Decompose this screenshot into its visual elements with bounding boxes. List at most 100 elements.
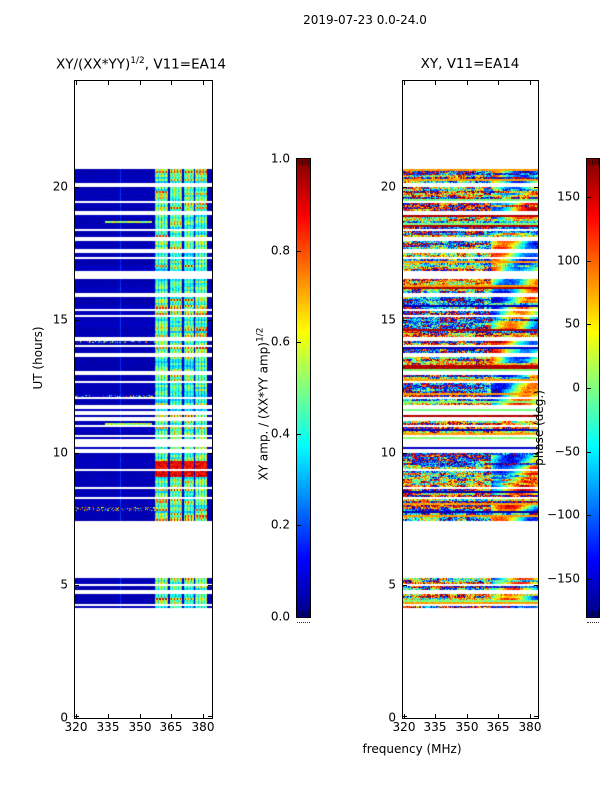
x-tick-label: 335 [96, 720, 120, 734]
y-tick-label: 0 [388, 710, 396, 725]
right-heatmap-panel [402, 80, 539, 719]
y-tick [208, 320, 212, 321]
colorbar-tick [587, 197, 591, 198]
colorbar-tick [587, 515, 591, 516]
x-tick [108, 714, 109, 718]
left-panel-title-sup: 1/2 [130, 56, 145, 66]
colorbar-tick-label: 150 [557, 189, 580, 204]
y-tick-label: 0 [60, 710, 68, 725]
x-tick-label: 380 [191, 720, 215, 734]
x-tick [140, 81, 141, 85]
left-colorbar-underflow-marks [297, 622, 310, 623]
left-heatmap-canvas [75, 81, 212, 718]
y-tick [403, 453, 407, 454]
x-tick-label: 380 [518, 720, 542, 734]
x-tick [467, 714, 468, 718]
x-tick-label: 350 [128, 720, 152, 734]
y-tick [75, 187, 79, 188]
colorbar-tick [587, 579, 591, 580]
colorbar-tick-label: 0.6 [270, 334, 290, 349]
ut-axis-label: UT (hours) [31, 326, 45, 390]
left-colorbar-label-pre: XY amp. / (XX*YY amp) [256, 342, 271, 481]
x-tick-label: 350 [455, 720, 479, 734]
y-tick [208, 716, 212, 717]
colorbar-tick [587, 261, 591, 262]
left-colorbar [296, 158, 311, 618]
x-tick [203, 714, 204, 718]
x-tick [530, 714, 531, 718]
right-colorbar-canvas [587, 159, 599, 617]
y-tick-label: 15 [52, 312, 68, 327]
left-panel-title-post: , V11=EA14 [144, 56, 227, 73]
x-tick-label: 365 [159, 720, 183, 734]
right-heatmap-canvas [403, 81, 538, 718]
right-colorbar [586, 158, 600, 618]
colorbar-tick [297, 434, 301, 435]
colorbar-tick [587, 388, 591, 389]
x-tick-label: 335 [423, 720, 447, 734]
figure-title: 2019-07-23 0.0-24.0 [303, 13, 427, 27]
y-tick [534, 320, 538, 321]
left-heatmap-panel [74, 80, 213, 719]
colorbar-tick-label: 0 [572, 380, 580, 395]
colorbar-tick [587, 452, 591, 453]
y-tick [403, 187, 407, 188]
y-tick [534, 187, 538, 188]
colorbar-tick-label: 0.4 [270, 426, 290, 441]
frequency-axis-label: frequency (MHz) [362, 742, 462, 756]
colorbar-tick-label: −100 [547, 507, 580, 522]
colorbar-tick-label: 100 [557, 253, 580, 268]
y-tick-label: 5 [60, 577, 68, 592]
colorbar-tick [587, 324, 591, 325]
colorbar-tick-label: 0.2 [270, 517, 290, 532]
y-tick [208, 585, 212, 586]
y-tick [403, 585, 407, 586]
colorbar-tick-label: 0.0 [270, 609, 290, 624]
left-colorbar-label: XY amp. / (XX*YY amp)1/2 [256, 328, 271, 481]
colorbar-tick-label: 1.0 [270, 151, 290, 166]
y-tick [75, 453, 79, 454]
colorbar-tick [297, 525, 301, 526]
y-tick [534, 716, 538, 717]
y-tick [75, 716, 79, 717]
right-colorbar-underflow-marks [587, 622, 599, 623]
y-tick [403, 716, 407, 717]
right-panel-title-pre: XY, V11=EA14 [420, 56, 520, 72]
colorbar-tick-label: 50 [564, 316, 580, 331]
x-tick-label: 320 [64, 720, 88, 734]
colorbar-tick [297, 251, 301, 252]
y-tick [534, 453, 538, 454]
y-tick-label: 15 [380, 312, 396, 327]
x-tick [435, 81, 436, 85]
x-tick [140, 714, 141, 718]
x-tick [530, 81, 531, 85]
y-tick [534, 585, 538, 586]
y-tick-label: 10 [380, 445, 396, 460]
colorbar-tick-label: 0.8 [270, 243, 290, 258]
x-tick [498, 81, 499, 85]
x-tick [76, 81, 77, 85]
right-panel-title: XY, V11=EA14 [421, 56, 520, 72]
left-colorbar-canvas [297, 159, 310, 617]
colorbar-tick-label: −150 [547, 571, 580, 586]
y-tick-label: 10 [52, 445, 68, 460]
x-tick-label: 365 [486, 720, 510, 734]
y-tick [75, 320, 79, 321]
y-tick [75, 585, 79, 586]
x-tick [171, 714, 172, 718]
x-tick [171, 81, 172, 85]
x-tick [435, 714, 436, 718]
y-tick [208, 187, 212, 188]
y-tick [208, 453, 212, 454]
x-tick [203, 81, 204, 85]
x-tick-label: 320 [392, 720, 416, 734]
left-panel-title-pre: XY/(XX*YY) [55, 56, 131, 73]
colorbar-tick [297, 342, 301, 343]
y-tick-label: 5 [388, 577, 396, 592]
y-tick [403, 320, 407, 321]
colorbar-tick-label: −50 [554, 444, 580, 459]
x-tick [108, 81, 109, 85]
x-tick [404, 81, 405, 85]
x-tick [498, 714, 499, 718]
